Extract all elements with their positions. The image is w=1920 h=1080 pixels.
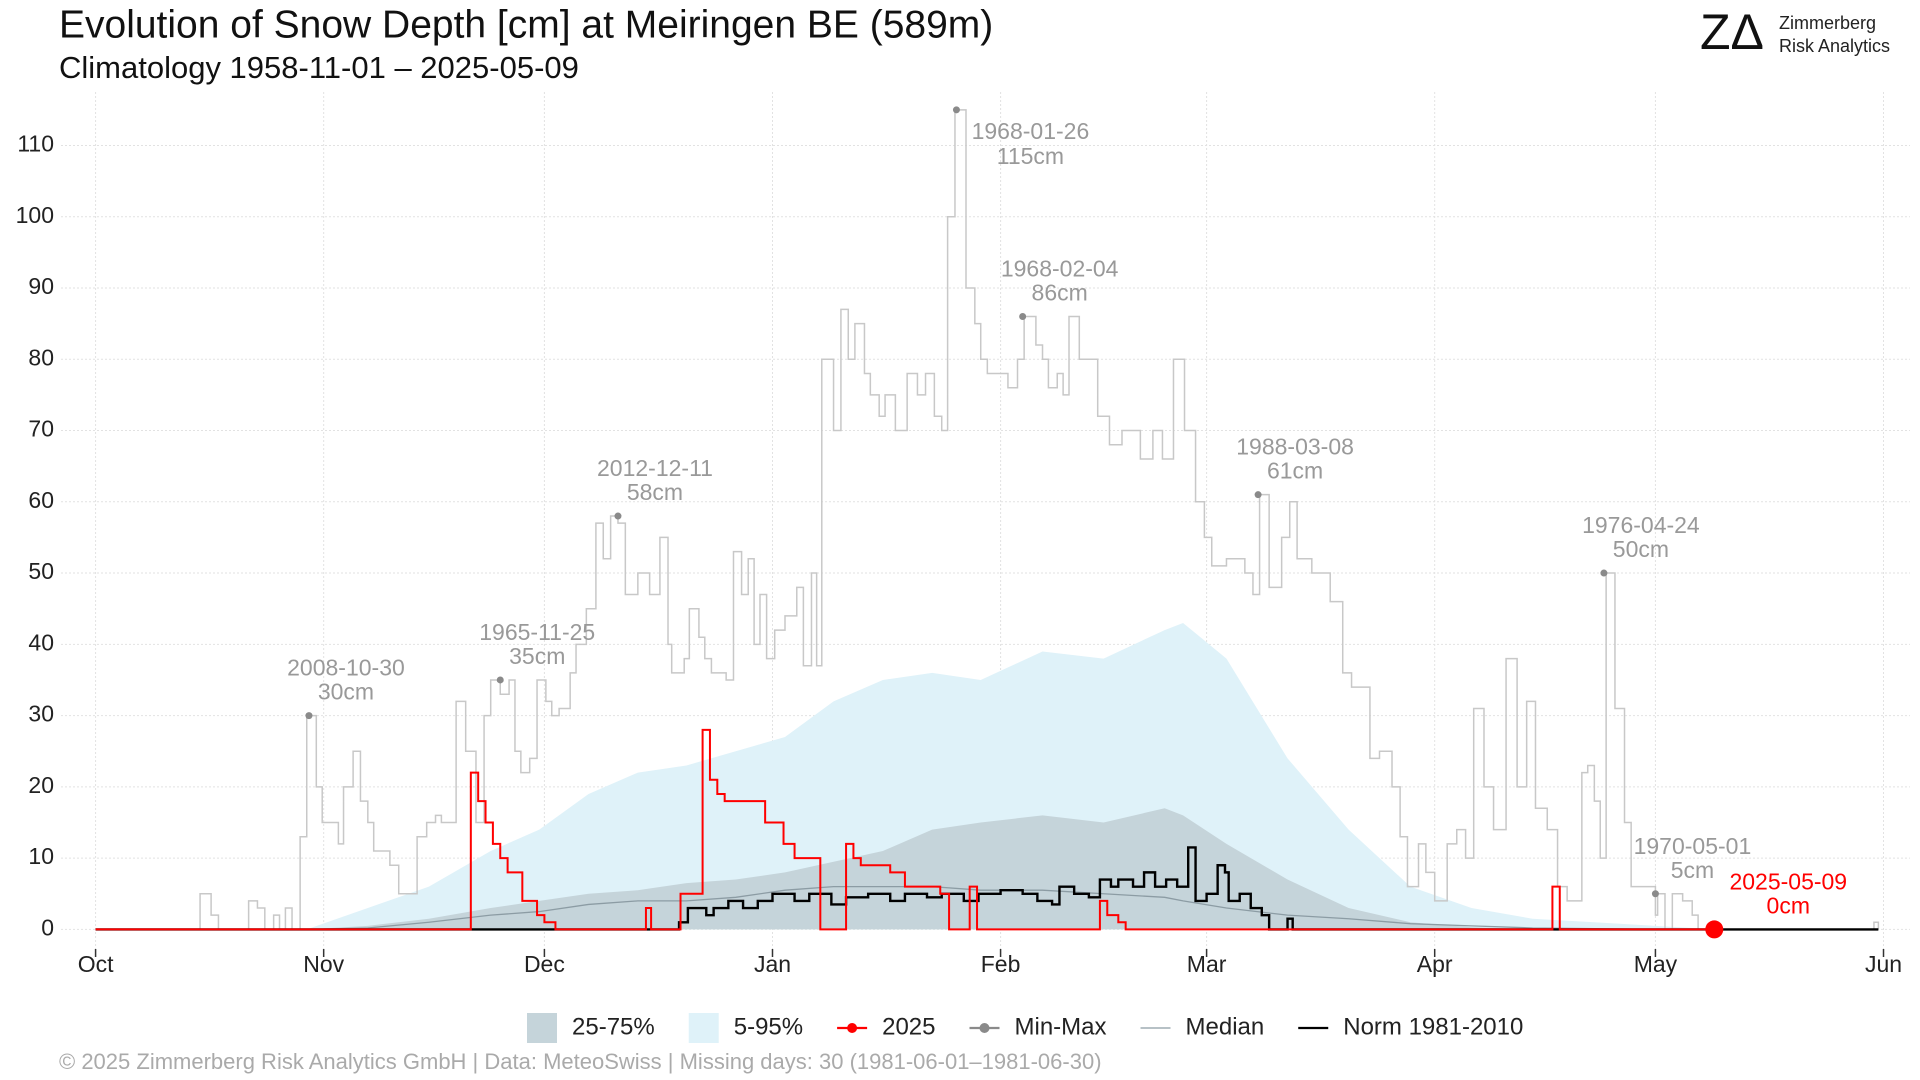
step-line (95, 728, 1715, 931)
legend-swatch (688, 1013, 719, 1043)
y-tick-label: 10 (28, 843, 54, 869)
legend-label: 5-95% (734, 1013, 803, 1040)
step-line (95, 846, 1879, 931)
x-tick-label: May (1634, 951, 1678, 977)
y-tick-label: 110 (17, 131, 54, 157)
legend-swatch (527, 1013, 557, 1043)
x-tick-label: Mar (1187, 951, 1227, 977)
legend-label: 25-75% (572, 1013, 655, 1040)
annotation-point (614, 512, 622, 520)
chart-title: Evolution of Snow Depth [cm] at Meiringe… (59, 3, 993, 46)
annotation-label: 50cm (1613, 536, 1669, 562)
annotation-date: 1965-11-25 (479, 619, 595, 645)
x-tick-label: Jun (1865, 951, 1902, 977)
x-tick-label: Dec (524, 951, 565, 977)
annotation-label: 58cm (627, 479, 683, 505)
y-tick-label: 20 (28, 772, 54, 798)
x-tick-label: Oct (78, 951, 114, 977)
legend-label: 2025 (882, 1013, 935, 1040)
annotation-date: 1968-02-04 (1001, 256, 1119, 282)
y-tick-label: 100 (16, 202, 54, 228)
annotation-point (1705, 920, 1724, 939)
annotation-label: 115cm (997, 143, 1064, 169)
annotation-label: 61cm (1267, 458, 1323, 484)
annotation-date: 1988-03-08 (1236, 434, 1354, 460)
annotation-date: 2012-12-11 (597, 455, 713, 481)
band-area (306, 808, 1717, 930)
annotation-label: 35cm (509, 643, 565, 669)
legend: 25-75% 5-95% 2025 Min-Max Median Norm 1981-20… (527, 1013, 1523, 1043)
chart-subtitle: Climatology 1958-11-01 – 2025-05-09 (59, 50, 579, 85)
annotation-point (496, 676, 504, 684)
x-tick-label: Feb (981, 951, 1021, 977)
x-tick-label: Nov (303, 951, 344, 977)
y-tick-label: 70 (28, 416, 54, 442)
annotation-date: 1976-04-24 (1582, 512, 1700, 538)
annotation-date: 1968-01-26 (972, 118, 1090, 144)
footer: © 2025 Zimmerberg Risk Analytics GmbH | … (59, 1049, 1102, 1074)
y-tick-label: 90 (28, 273, 54, 299)
annotation-point (305, 712, 313, 720)
annotation-point (952, 106, 960, 114)
legend-label: Norm 1981-2010 (1343, 1013, 1523, 1040)
grid (61, 92, 1910, 949)
band-area (306, 622, 1717, 930)
annotation-label: 0cm (1767, 892, 1810, 918)
y-tick-label: 0 (41, 914, 54, 940)
annotation-label: 86cm (1032, 280, 1088, 306)
annotation-date: 2025-05-09 (1729, 868, 1847, 894)
x-tick-label: Apr (1417, 951, 1453, 977)
median-line (306, 885, 1717, 931)
legend-label: Min-Max (1015, 1013, 1107, 1040)
y-tick-label: 80 (28, 344, 54, 370)
y-tick-label: 60 (28, 487, 54, 513)
axes: 0 10 20 30 40 50 60 70 80 90 100 110 Oct Nov Dec Jan Feb… (16, 131, 1902, 978)
y-tick-label: 30 (28, 701, 54, 727)
legend-marker (847, 1023, 858, 1033)
y-tick-label: 50 (28, 558, 54, 584)
annotation-point (1019, 312, 1027, 320)
annotation-label: 5cm (1671, 857, 1714, 883)
annotation-label: 30cm (318, 679, 374, 705)
annotation-point (1254, 491, 1262, 499)
legend-marker (979, 1023, 990, 1033)
annotation-point (1651, 890, 1659, 898)
y-tick-label: 40 (28, 629, 54, 655)
legend-label: Median (1186, 1013, 1265, 1040)
annotation-date: 1970-05-01 (1634, 833, 1752, 859)
annotation-point (1600, 569, 1608, 577)
annotation-date: 2008-10-30 (287, 655, 405, 681)
step-line (95, 109, 1880, 931)
logo-mark: ZΔ (1700, 4, 1764, 60)
logo-tagline: Risk Analytics (1779, 36, 1890, 56)
logo-name: Zimmerberg (1779, 13, 1876, 33)
x-tick-label: Jan (754, 951, 791, 977)
